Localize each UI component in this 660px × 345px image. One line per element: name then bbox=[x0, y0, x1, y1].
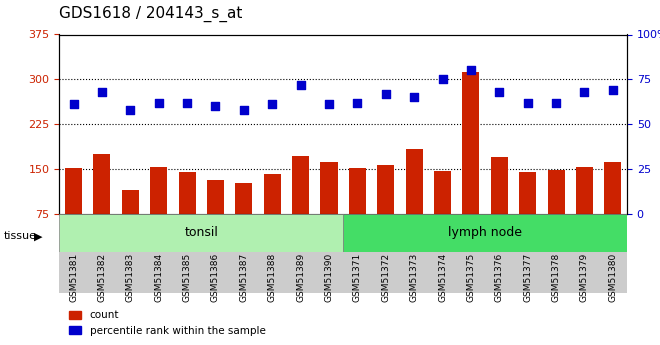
Text: GSM51388: GSM51388 bbox=[268, 253, 277, 302]
Bar bbox=[65, 168, 82, 259]
Point bbox=[523, 100, 533, 106]
Bar bbox=[434, 171, 451, 259]
Text: GSM51376: GSM51376 bbox=[495, 253, 504, 302]
Point bbox=[466, 68, 477, 73]
Point bbox=[96, 89, 107, 95]
Point bbox=[210, 104, 220, 109]
Text: GDS1618 / 204143_s_at: GDS1618 / 204143_s_at bbox=[59, 6, 243, 22]
Bar bbox=[150, 167, 167, 259]
Bar bbox=[519, 172, 536, 259]
Text: ▶: ▶ bbox=[34, 231, 43, 241]
Point bbox=[267, 102, 277, 107]
Text: lymph node: lymph node bbox=[448, 226, 522, 239]
Text: GSM51386: GSM51386 bbox=[211, 253, 220, 302]
Point bbox=[239, 107, 249, 112]
Bar bbox=[406, 149, 422, 259]
Bar bbox=[576, 167, 593, 259]
Point bbox=[494, 89, 505, 95]
Point bbox=[153, 100, 164, 106]
Point bbox=[551, 100, 562, 106]
Point bbox=[608, 87, 618, 93]
Text: GSM51374: GSM51374 bbox=[438, 253, 447, 302]
Point bbox=[352, 100, 363, 106]
Point bbox=[579, 89, 590, 95]
Text: GSM51372: GSM51372 bbox=[381, 253, 390, 302]
Bar bbox=[463, 72, 479, 259]
Bar bbox=[378, 165, 394, 259]
Legend: count, percentile rank within the sample: count, percentile rank within the sample bbox=[65, 306, 270, 340]
Point bbox=[296, 82, 306, 88]
Point bbox=[380, 91, 391, 97]
Text: GSM51373: GSM51373 bbox=[410, 253, 418, 302]
Text: GSM51377: GSM51377 bbox=[523, 253, 532, 302]
Bar bbox=[349, 168, 366, 259]
Text: GSM51371: GSM51371 bbox=[353, 253, 362, 302]
Bar bbox=[321, 162, 337, 259]
Text: GSM51383: GSM51383 bbox=[126, 253, 135, 302]
Text: GSM51390: GSM51390 bbox=[325, 253, 333, 302]
Text: GSM51379: GSM51379 bbox=[580, 253, 589, 302]
Point bbox=[125, 107, 136, 112]
Bar bbox=[491, 157, 508, 259]
Point bbox=[182, 100, 193, 106]
Text: tissue: tissue bbox=[3, 231, 36, 241]
Bar bbox=[605, 162, 621, 259]
FancyBboxPatch shape bbox=[59, 214, 343, 252]
Text: GSM51382: GSM51382 bbox=[98, 253, 106, 302]
Text: GSM51385: GSM51385 bbox=[183, 253, 191, 302]
Bar bbox=[207, 180, 224, 259]
Text: GSM51384: GSM51384 bbox=[154, 253, 163, 302]
Point bbox=[438, 77, 448, 82]
Bar bbox=[264, 175, 280, 259]
Text: GSM51389: GSM51389 bbox=[296, 253, 305, 302]
Text: GSM51378: GSM51378 bbox=[552, 253, 560, 302]
Point bbox=[69, 102, 79, 107]
Bar bbox=[548, 170, 564, 259]
Bar bbox=[94, 154, 110, 259]
Bar bbox=[292, 157, 309, 259]
Text: GSM51380: GSM51380 bbox=[609, 253, 617, 302]
Point bbox=[409, 95, 420, 100]
FancyBboxPatch shape bbox=[343, 214, 627, 252]
Text: GSM51381: GSM51381 bbox=[69, 253, 78, 302]
Text: GSM51375: GSM51375 bbox=[467, 253, 475, 302]
Point bbox=[323, 102, 334, 107]
Bar bbox=[179, 172, 195, 259]
Bar bbox=[122, 190, 139, 259]
Text: GSM51387: GSM51387 bbox=[240, 253, 248, 302]
Bar bbox=[236, 184, 252, 259]
Text: tonsil: tonsil bbox=[184, 226, 218, 239]
